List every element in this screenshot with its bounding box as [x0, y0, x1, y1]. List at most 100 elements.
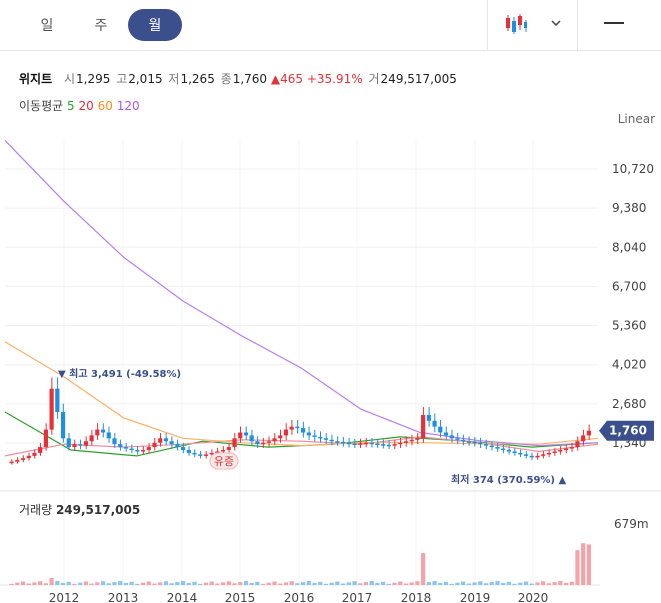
- tab-week[interactable]: 주: [94, 18, 108, 34]
- volume-bar: [409, 582, 414, 585]
- volume-bar: [123, 582, 129, 585]
- x-tick-label: 2019: [460, 591, 491, 603]
- volume-bar: [32, 582, 37, 585]
- volume-bar: [163, 581, 169, 585]
- volume-bar: [541, 581, 546, 585]
- candle-body: [369, 442, 374, 445]
- volume-bar: [483, 583, 489, 585]
- change-value: ▲465: [270, 72, 304, 86]
- candle-body: [123, 447, 129, 449]
- change-percent: +35.91%: [306, 72, 363, 86]
- candle-body: [421, 414, 426, 439]
- volume-bar: [15, 582, 20, 585]
- candle-body: [455, 438, 460, 440]
- volume-bar: [569, 581, 574, 585]
- top-divider: [0, 50, 661, 51]
- volume-bar: [306, 580, 311, 585]
- max-price-annotation: ▼ 최고 3,491 (-49.58%): [58, 367, 181, 380]
- candle-body: [198, 454, 203, 456]
- candle-body: [489, 445, 494, 448]
- volume-bar: [20, 581, 26, 585]
- volume-bar: [443, 581, 449, 585]
- volume-bar: [255, 581, 260, 585]
- event-label: 유증: [214, 455, 234, 468]
- stock-name: 위지트: [19, 72, 53, 86]
- volume-bar: [449, 583, 454, 585]
- ma-label: 이동평균: [19, 99, 64, 113]
- volume-bar: [501, 582, 506, 585]
- volume-bar: [238, 582, 243, 585]
- candle-body: [9, 461, 14, 464]
- candle-body: [312, 435, 317, 437]
- candle-body: [495, 447, 500, 449]
- open-label: 시: [63, 72, 75, 86]
- candle-body: [89, 435, 94, 442]
- candle-body: [409, 439, 414, 442]
- candle-body: [169, 441, 174, 445]
- volume-bar: [301, 582, 306, 585]
- y-tick-label: 2,680: [612, 397, 646, 411]
- volume-bar: [295, 583, 300, 585]
- chevron-down-icon[interactable]: [549, 15, 563, 29]
- scale-mode-button[interactable]: Linear: [617, 112, 655, 126]
- tab-day[interactable]: 일: [40, 18, 54, 34]
- candle-body: [78, 444, 83, 446]
- candle-body: [72, 444, 77, 448]
- y-tick-label: 5,360: [612, 319, 646, 333]
- volume-bar: [66, 581, 71, 585]
- min-price-annotation: 최저 374 (370.59%) ▲: [451, 473, 566, 486]
- candle-body: [26, 455, 31, 459]
- ma-line-60: [4, 341, 599, 447]
- volume-bar: [352, 581, 357, 585]
- volume-bar: [421, 553, 426, 585]
- moving-average-legend[interactable]: 이동평균 5 20 60 120: [19, 97, 140, 114]
- volume-bar: [135, 583, 140, 585]
- candle-body: [38, 447, 43, 453]
- volume-bar: [512, 583, 517, 585]
- candle-body: [381, 444, 386, 446]
- candle-body: [375, 443, 380, 446]
- volume-bar: [49, 578, 54, 585]
- volume-bar: [438, 582, 443, 585]
- volume-value: 249,517,005: [380, 72, 457, 86]
- candle-body: [301, 428, 306, 433]
- volume-bar: [180, 580, 186, 585]
- volume-bar: [232, 583, 237, 585]
- candle-body: [55, 388, 60, 413]
- candle-body: [203, 454, 209, 456]
- candle-body: [283, 429, 289, 436]
- x-tick-label: 2012: [49, 591, 80, 603]
- volume-bar: [506, 581, 511, 585]
- candle-body: [100, 429, 106, 433]
- volume-bar: [466, 583, 471, 585]
- volume-bar: [83, 581, 89, 585]
- minus-icon[interactable]: [604, 22, 624, 24]
- volume-bar: [43, 583, 49, 585]
- low-value: 1,265: [180, 72, 215, 86]
- candle-body: [415, 438, 420, 440]
- candle-body: [186, 450, 191, 453]
- volume-bar: [358, 583, 363, 585]
- tab-month[interactable]: 월: [128, 9, 182, 41]
- candle-body: [226, 447, 231, 451]
- x-tick-label: 2020: [518, 591, 549, 603]
- volume-bar: [72, 583, 77, 585]
- volume-bar: [426, 582, 431, 585]
- volume-bar: [152, 583, 157, 585]
- volume-bar: [249, 582, 254, 585]
- volume-bar: [381, 581, 386, 585]
- volume-bar: [478, 581, 483, 585]
- candle-body: [180, 447, 186, 451]
- candlestick-icon[interactable]: [504, 12, 528, 36]
- volume-bar: [95, 582, 100, 585]
- candle-body: [386, 444, 391, 447]
- volume-bar: [415, 581, 420, 585]
- candle-body: [158, 438, 163, 443]
- candle-body: [449, 435, 454, 439]
- volume-bar: [523, 581, 529, 585]
- volume-bar: [175, 582, 180, 585]
- volume-bar: [89, 583, 94, 585]
- volume-bar: [455, 582, 460, 585]
- candle-body: [60, 412, 66, 439]
